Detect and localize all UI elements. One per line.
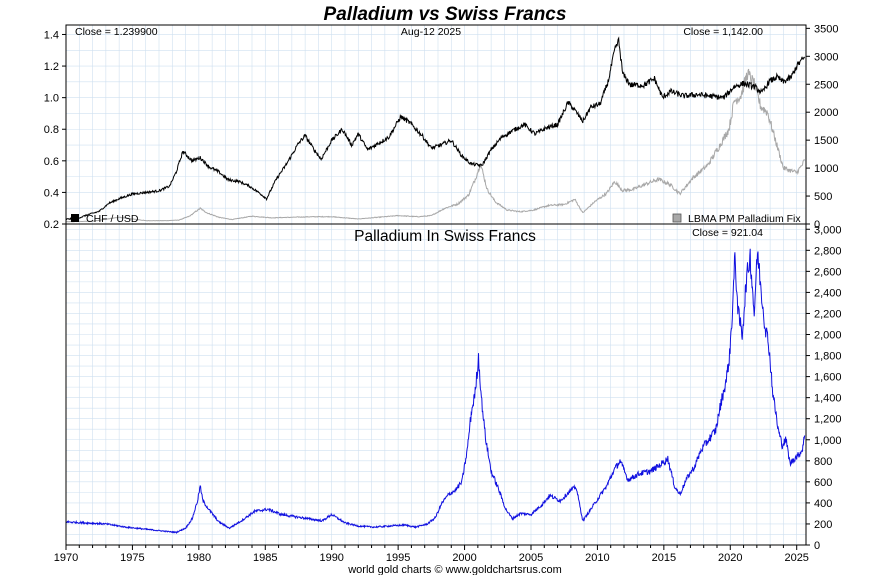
bottom-right-tick-label: 2,000 bbox=[814, 330, 842, 342]
bottom-right-tick-label: 1,400 bbox=[814, 393, 842, 405]
top-panel: 0.2 0.4 0.6 0.8 1.0 1.2 1.4 0 500 1000 1500 2000 25… bbox=[44, 23, 839, 231]
x-tick-label: 2020 bbox=[718, 552, 742, 564]
bottom-right-tick-label: 0 bbox=[814, 540, 820, 552]
bottom-right-tick-label: 1,800 bbox=[814, 351, 842, 363]
top-panel-series bbox=[65, 36, 806, 223]
x-tick-label: 2015 bbox=[652, 552, 676, 564]
top-panel-frame bbox=[66, 25, 806, 224]
bottom-right-tick-label: 2,600 bbox=[814, 266, 842, 278]
x-tick-label: 1995 bbox=[386, 552, 410, 564]
top-right-tick-label: 1000 bbox=[814, 163, 838, 175]
bottom-right-tick-label: 3,000 bbox=[814, 224, 842, 236]
x-axis: 1970 1975 1980 1985 1990 1995 2000 2005 2010 2015… bbox=[54, 545, 809, 564]
top-right-tick-label: 2000 bbox=[814, 107, 838, 119]
x-tick-label: 1990 bbox=[319, 552, 343, 564]
bottom-panel: 0 200 400 600 800 1,000 1,200 1,400 1,600 1,800 2,… bbox=[54, 223, 842, 564]
palladium-chf-line bbox=[65, 248, 806, 535]
top-left-tick-label: 0.6 bbox=[44, 156, 59, 168]
bottom-right-tick-label: 800 bbox=[814, 456, 832, 468]
bottom-panel-title: Palladium In Swiss Francs bbox=[354, 228, 536, 245]
x-tick-label: 2025 bbox=[784, 552, 808, 564]
x-tick-label: 2000 bbox=[452, 552, 476, 564]
chf-usd-line bbox=[65, 36, 806, 221]
bottom-right-tick-label: 2,200 bbox=[814, 308, 842, 320]
top-right-tick-label: 1500 bbox=[814, 135, 838, 147]
bottom-panel-grid bbox=[65, 224, 806, 545]
chf-legend-swatch bbox=[71, 214, 79, 222]
bottom-right-tick-label: 1,000 bbox=[814, 435, 842, 447]
x-tick-label: 2005 bbox=[519, 552, 543, 564]
bottom-right-tick-label: 200 bbox=[814, 519, 832, 531]
bottom-panel-border bbox=[65, 223, 807, 546]
x-tick-label: 1975 bbox=[120, 552, 144, 564]
top-date-label: Aug-12 2025 bbox=[401, 26, 461, 38]
x-tick-label: 2010 bbox=[585, 552, 609, 564]
top-left-tick-label: 0.4 bbox=[44, 187, 59, 199]
top-left-tick-label: 1.4 bbox=[44, 29, 59, 41]
bottom-right-tick-label: 2,400 bbox=[814, 287, 842, 299]
top-right-axis: 0 500 1000 1500 2000 2500 3000 3500 bbox=[806, 23, 838, 231]
top-right-tick-label: 500 bbox=[814, 191, 832, 203]
bottom-right-axis: 0 200 400 600 800 1,000 1,200 1,400 1,600 1,800 2,… bbox=[806, 224, 842, 552]
palladium-line bbox=[65, 68, 806, 223]
chart-title: Palladium vs Swiss Francs bbox=[324, 4, 567, 25]
top-left-tick-label: 1.2 bbox=[44, 61, 59, 73]
top-right-tick-label: 3500 bbox=[814, 23, 838, 35]
top-right-tick-label: 2500 bbox=[814, 79, 838, 91]
footer-credit: world gold charts © www.goldchartsrus.co… bbox=[347, 564, 562, 575]
chf-legend-label: CHF / USD bbox=[86, 213, 139, 225]
top-left-tick-label: 0.2 bbox=[44, 219, 59, 231]
bottom-right-tick-label: 1,600 bbox=[814, 372, 842, 384]
x-tick-label: 1980 bbox=[187, 552, 211, 564]
top-right-tick-label: 0 bbox=[814, 219, 820, 231]
x-tick-label: 1970 bbox=[54, 552, 78, 564]
top-right-close-label: Close = 1,142.00 bbox=[683, 26, 763, 38]
bottom-right-tick-label: 600 bbox=[814, 477, 832, 489]
bottom-close-label: Close = 921.04 bbox=[692, 227, 763, 239]
x-tick-label: 1985 bbox=[253, 552, 277, 564]
bottom-right-tick-label: 1,200 bbox=[814, 414, 842, 426]
top-right-tick-label: 3000 bbox=[814, 51, 838, 63]
top-left-tick-label: 0.8 bbox=[44, 124, 59, 136]
top-panel-grid bbox=[65, 25, 806, 225]
bottom-right-tick-label: 400 bbox=[814, 498, 832, 510]
palladium-legend-swatch bbox=[672, 213, 682, 223]
top-left-close-label: Close = 1.239900 bbox=[75, 26, 158, 38]
bottom-right-tick-label: 2,800 bbox=[814, 245, 842, 257]
bottom-panel-frame bbox=[66, 224, 806, 545]
bottom-panel-series bbox=[65, 248, 806, 535]
palladium-legend-label: LBMA PM Palladium Fix bbox=[688, 213, 801, 225]
top-left-tick-label: 1.0 bbox=[44, 93, 59, 105]
top-left-axis: 0.2 0.4 0.6 0.8 1.0 1.2 1.4 bbox=[44, 29, 66, 231]
